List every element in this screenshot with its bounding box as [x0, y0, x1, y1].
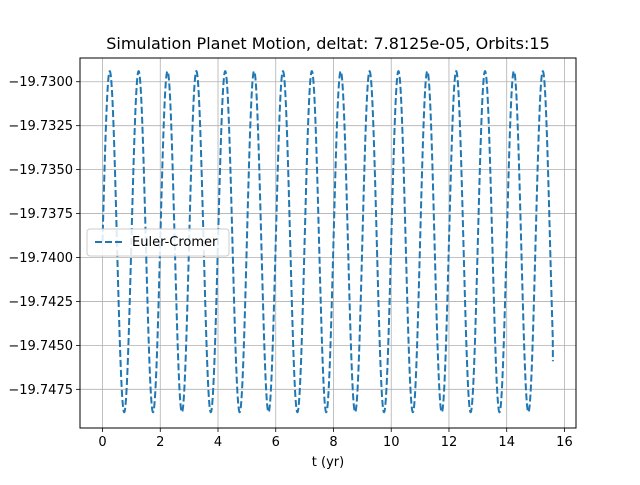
- grid: [80, 58, 576, 428]
- y-tick-label: −19.7400: [8, 251, 73, 266]
- series-layer: [101, 70, 554, 414]
- y-tick-label: −19.7425: [8, 295, 73, 310]
- y-tick-label: −19.7350: [8, 163, 73, 178]
- x-tick-label: 4: [214, 435, 222, 450]
- legend-box: [86, 228, 230, 257]
- x-tick-label: 16: [556, 435, 573, 450]
- x-tick-label: 0: [98, 435, 106, 450]
- legend-label-euler-cromer: Euler-Cromer: [132, 235, 218, 250]
- plot-frame: [79, 57, 577, 429]
- x-tick-label: 14: [498, 435, 515, 450]
- ticks: 0 2 4 6 8 10 12 14 16 −19.7300 −19.7325 −19.7350 −19…: [8, 75, 572, 450]
- chart-title: Simulation Planet Motion, deltat: 7.8125…: [106, 34, 550, 53]
- x-tick-label: 8: [329, 435, 337, 450]
- x-tick-label: 6: [272, 435, 280, 450]
- legend: Euler-Cromer: [86, 228, 230, 257]
- y-tick-label: −19.7375: [8, 207, 73, 222]
- y-tick-label: −19.7300: [8, 75, 73, 90]
- x-tick-label: 12: [441, 435, 458, 450]
- x-tick-label: 2: [156, 435, 164, 450]
- x-axis-label: t (yr): [312, 455, 344, 470]
- x-tick-label: 10: [383, 435, 400, 450]
- y-tick-label: −19.7450: [8, 339, 73, 354]
- y-tick-label: −19.7325: [8, 119, 73, 134]
- y-tick-label: −19.7475: [8, 383, 73, 398]
- series-line-euler-cromer: [101, 70, 554, 414]
